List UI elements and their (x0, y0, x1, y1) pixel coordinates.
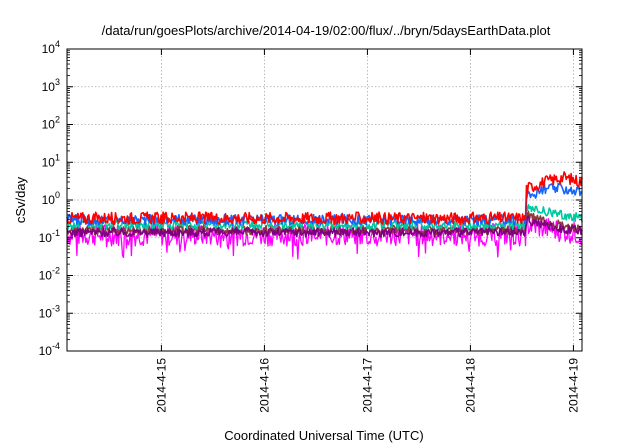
x-tick-label: 2014-4-16 (257, 358, 271, 413)
y-tick-label: 10-4 (39, 341, 60, 358)
y-tick-label: 10-2 (39, 266, 60, 283)
grid (67, 49, 582, 351)
series-group (66, 171, 583, 260)
series-line (66, 215, 583, 238)
x-axis-label: Coordinated Universal Time (UTC) (224, 428, 423, 443)
series-line (66, 204, 583, 231)
x-tick-label: 2014-4-15 (154, 358, 168, 413)
y-tick-label: 10-3 (39, 303, 60, 320)
y-tick-label: 100 (42, 190, 60, 207)
x-tick-label: 2014-4-19 (566, 358, 580, 413)
x-tick-label: 2014-4-17 (360, 358, 374, 413)
x-tick-label: 2014-4-18 (463, 358, 477, 413)
y-tick-label: 101 (42, 152, 60, 169)
chart-title: /data/run/goesPlots/archive/2014-04-19/0… (102, 23, 551, 38)
y-tick-label: 102 (42, 115, 60, 132)
y-tick-label: 103 (42, 77, 60, 94)
y-axis: 10-4 10-3 10-2 10-1 100 101 102 103 104 (39, 39, 582, 358)
y-axis-label: cSv/day (13, 176, 28, 223)
y-tick-label: 10-1 (39, 228, 60, 245)
x-axis: 2014-4-15 2014-4-16 2014-4-17 2014-4-18 2014… (154, 49, 580, 413)
y-tick-label: 104 (42, 39, 60, 56)
series-line (66, 171, 583, 225)
